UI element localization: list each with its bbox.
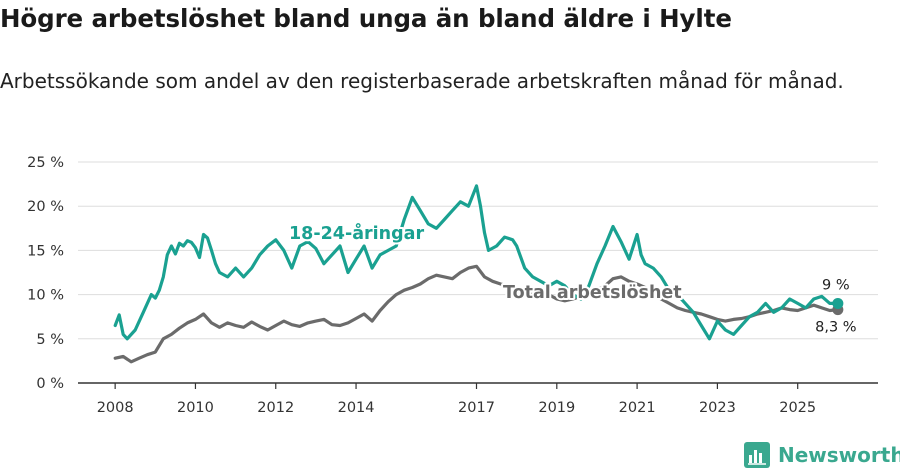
- y-tick-label-25: 25 %: [27, 155, 64, 171]
- y-axis-ticks: 0 % 5 % 10 % 15 % 20 % 25 %: [27, 155, 64, 392]
- y-tick-label-20: 20 %: [27, 199, 64, 215]
- series-label-total: Total arbetslöshet: [503, 283, 682, 303]
- x-tick-label-2008: 2008: [97, 400, 134, 416]
- x-tick-label-2019: 2019: [538, 400, 575, 416]
- series-label-18-24: 18-24-åringar: [289, 222, 424, 244]
- x-tick-label-2023: 2023: [699, 400, 736, 416]
- bar-chart-icon-glyph: [748, 450, 766, 465]
- end-label-18-24: 9 %: [822, 277, 850, 293]
- chart-subtitle: Arbetssökande som andel av den registerb…: [0, 69, 844, 93]
- series-labels: 9 % 8,3 % 18-24-åringar Total arbetslöshet: [287, 220, 857, 336]
- icon-bar-1: [749, 455, 752, 463]
- series-line-18-24: [113, 184, 840, 341]
- x-axis: 2008 2010 2012 2014 2017 2019 2021 2023 2025: [78, 382, 878, 416]
- y-tick-label-15: 15 %: [27, 243, 64, 259]
- bar-chart-icon: [744, 442, 770, 468]
- series-line-total: [113, 264, 840, 364]
- series-lines: [113, 184, 844, 364]
- end-label-total: 8,3 %: [815, 320, 856, 336]
- end-marker-18-24: [832, 297, 844, 309]
- x-tick-label-2012: 2012: [257, 400, 294, 416]
- brand-name: Newsworthy: [778, 443, 900, 467]
- y-tick-label-5: 5 %: [36, 332, 64, 348]
- x-tick-label-2021: 2021: [619, 400, 656, 416]
- x-tick-label-2025: 2025: [779, 400, 816, 416]
- icon-bar-3: [759, 453, 762, 463]
- y-tick-label-0: 0 %: [36, 376, 64, 392]
- brand-logo: Newsworthy: [744, 442, 900, 468]
- icon-bar-2: [754, 450, 757, 463]
- x-tick-label-2010: 2010: [177, 400, 214, 416]
- grid-lines: [78, 161, 878, 340]
- x-tick-label-2014: 2014: [338, 400, 375, 416]
- y-tick-label-10: 10 %: [27, 288, 64, 304]
- x-tick-label-2017: 2017: [458, 400, 495, 416]
- chart-title: Högre arbetslöshet bland unga än bland ä…: [0, 4, 732, 33]
